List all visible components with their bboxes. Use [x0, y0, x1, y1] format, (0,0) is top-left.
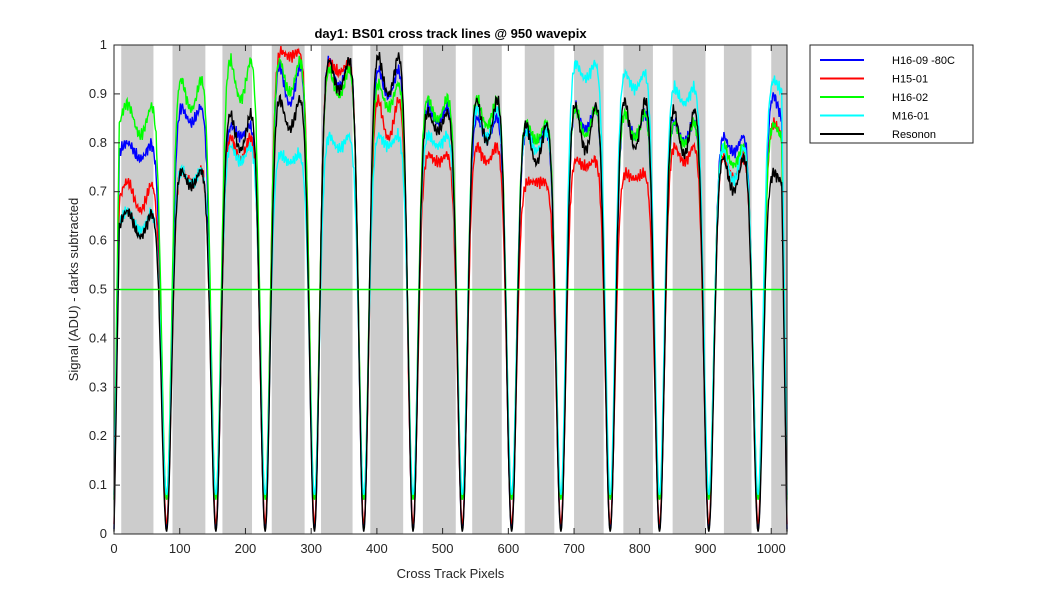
- y-tick-label-0: 0: [100, 526, 107, 541]
- x-tick-label-0: 0: [110, 541, 117, 556]
- x-tick-label-8: 800: [629, 541, 651, 556]
- axis-ticks: 0 100 200 300 400 500 600 700 800 900 1000 0 0.1 0.2 0…: [89, 37, 787, 556]
- x-axis-label: Cross Track Pixels: [397, 566, 505, 581]
- y-tick-label-10: 1: [100, 37, 107, 52]
- x-tick-label-7: 700: [563, 541, 585, 556]
- series-line-resonon: [113, 52, 788, 532]
- series-line-h16-02: [113, 53, 788, 500]
- y-tick-label-8: 0.8: [89, 135, 107, 150]
- x-tick-label-3: 300: [300, 541, 322, 556]
- y-tick-label-6: 0.6: [89, 233, 107, 248]
- legend-entry-3: M16-01: [892, 111, 929, 123]
- x-tick-label-2: 200: [235, 541, 257, 556]
- legend-box: [809, 44, 974, 144]
- series-lines: [113, 46, 788, 532]
- y-tick-label-2: 0.2: [89, 428, 107, 443]
- plot-frame: [113, 44, 788, 535]
- y-tick-label-9: 0.9: [89, 86, 107, 101]
- legend-entry-1: H15-01: [892, 74, 928, 86]
- y-tick-label-5: 0.5: [89, 282, 107, 297]
- series-line-m16-01: [113, 59, 788, 496]
- x-tick-label-5: 500: [432, 541, 454, 556]
- legend: H16-09 -80C H15-01 H16-02 M16-01 Resonon: [809, 44, 974, 144]
- x-tick-label-4: 400: [366, 541, 388, 556]
- y-tick-label-3: 0.3: [89, 379, 107, 394]
- chart-title: day1: BS01 cross track lines @ 950 wavep…: [314, 26, 587, 41]
- legend-entry-0: H16-09 -80C: [892, 55, 955, 67]
- legend-entry-2: H16-02: [892, 92, 928, 104]
- x-tick-label-9: 900: [695, 541, 717, 556]
- y-tick-label-1: 0.1: [89, 477, 107, 492]
- y-axis-label: Signal (ADU) - darks subtracted: [66, 198, 81, 382]
- y-tick-label-7: 0.7: [89, 184, 107, 199]
- y-tick-label-4: 0.4: [89, 330, 107, 345]
- x-tick-label-1: 100: [169, 541, 191, 556]
- x-tick-label-10: 1000: [757, 541, 786, 556]
- x-tick-label-6: 600: [497, 541, 519, 556]
- legend-entry-4: Resonon: [892, 129, 936, 141]
